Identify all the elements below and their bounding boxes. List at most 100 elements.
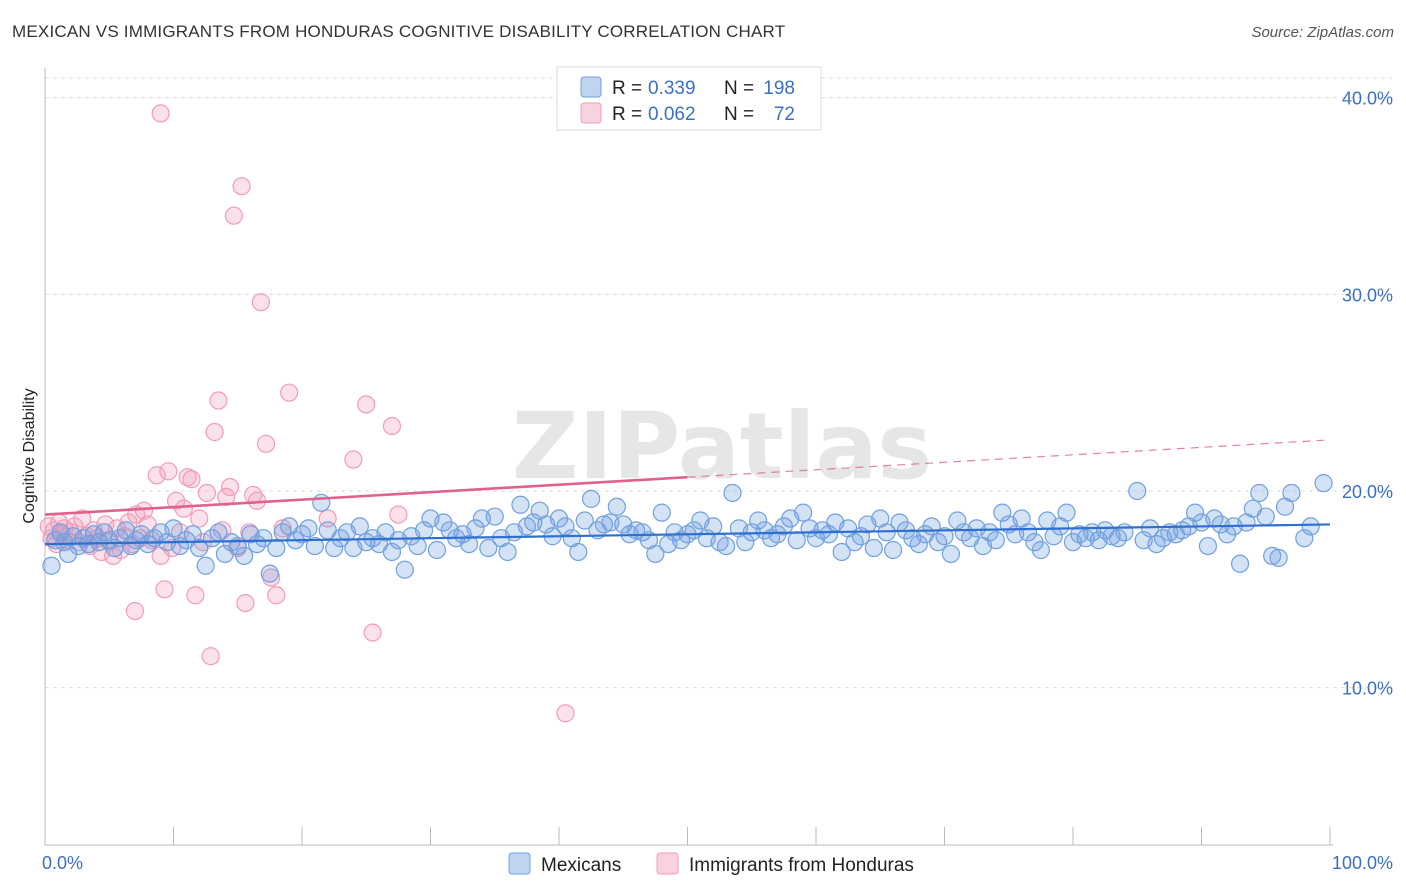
legend-n-value-mexicans: 198 [763, 78, 795, 99]
mexicans-point-46 [312, 493, 331, 512]
honduras-point-52 [232, 177, 251, 196]
mexicans-point-198 [1301, 517, 1320, 536]
mexicans-point-28 [196, 556, 215, 575]
mexicans-point-44 [299, 519, 318, 538]
mexicans-point-145 [948, 511, 967, 530]
mexicans-point-27 [190, 538, 209, 558]
legend-r-label-mexicans: R = [612, 78, 642, 99]
y-tick-labels: 10.0% 20.0% 30.0% 40.0% [1342, 89, 1393, 699]
mexicans-point-183 [1198, 536, 1218, 556]
mexicans-point-61 [408, 536, 427, 556]
honduras-point-70 [389, 505, 408, 524]
mexicans-point-193 [1263, 546, 1282, 566]
honduras-point-64 [125, 601, 145, 621]
mexicans-point-139 [909, 534, 928, 554]
mexicans-point-114 [749, 511, 768, 530]
bottom-legend-swatch-mexicans [508, 852, 531, 875]
honduras-point-11 [73, 509, 92, 528]
mexicans-point-57 [382, 542, 402, 562]
trend-line-mexicans [44, 523, 1331, 546]
mexicans-point-98 [646, 544, 665, 564]
y-tick-label-20: 20.0% [1342, 482, 1393, 502]
honduras-point-44 [201, 647, 220, 666]
x-tick-label-min: 0.0% [42, 853, 83, 873]
honduras-point-57 [251, 293, 270, 312]
honduras-point-46 [209, 391, 228, 410]
honduras-point-45 [205, 422, 224, 442]
trend-line-honduras-extension [687, 439, 1331, 478]
mexicans-point-199 [1314, 474, 1333, 493]
mexicans-point-152 [993, 503, 1012, 522]
mexicans-point-127 [832, 542, 851, 562]
honduras-point-50 [224, 206, 243, 225]
honduras-point-63 [151, 104, 170, 123]
mexicans-point-88 [582, 489, 601, 508]
legend-swatch-honduras [580, 102, 602, 124]
y-tick-label-30: 30.0% [1342, 285, 1393, 305]
honduras-point-39 [182, 470, 201, 489]
mexicans-point-92 [607, 497, 626, 516]
mexicans-point-72 [479, 538, 498, 558]
mexicans-point-64 [427, 540, 447, 560]
mexicans-point-171 [1115, 523, 1134, 542]
trend-lines [44, 439, 1331, 546]
chart-title: MEXICAN VS IMMIGRANTS FROM HONDURAS COGN… [12, 22, 786, 41]
mexicans-point-188 [1230, 554, 1250, 573]
honduras-point-43 [197, 483, 217, 503]
mexicans-point-45 [305, 536, 324, 556]
mexicans-point-109 [716, 536, 736, 556]
legend-series: Mexicans Immigrants from Honduras [508, 852, 914, 876]
mexicans-point-158 [1031, 540, 1050, 560]
honduras-point-58 [256, 434, 276, 453]
mexicans-point-3 [55, 533, 74, 552]
mexicans-point-194 [1269, 548, 1288, 567]
mexicans-point-197 [1295, 529, 1314, 548]
mexicans-point-38 [260, 564, 279, 583]
mexicans-point-87 [575, 511, 594, 530]
bottom-legend-swatch-honduras [656, 852, 679, 875]
honduras-point-40 [186, 586, 205, 605]
mexicans-point-99 [652, 503, 671, 522]
mexicans-point-181 [1185, 503, 1205, 522]
trend-line-honduras [44, 475, 688, 516]
honduras-point-48 [217, 487, 236, 506]
legend-r-label-honduras: R = [612, 104, 642, 125]
bottom-legend-label-honduras: Immigrants from Honduras [689, 855, 914, 876]
mexicans-point-125 [819, 525, 838, 544]
mexicans-point-84 [556, 517, 575, 536]
y-tick-label-40: 40.0% [1342, 89, 1393, 109]
honduras-point-49 [220, 477, 240, 497]
x-tick-label-max: 100.0% [1332, 853, 1393, 873]
mexicans-point-17 [127, 531, 146, 550]
mexicans-point-34 [235, 546, 254, 566]
mexicans-point-196 [1282, 483, 1301, 503]
series-mexicans [42, 474, 1333, 583]
mexicans-point-172 [1128, 481, 1147, 501]
y-axis-title: Cognitive Disability [21, 388, 38, 523]
mexicans-point-37 [254, 529, 273, 548]
mexicans-point-69 [459, 534, 479, 554]
mexicans-point-191 [1250, 483, 1269, 503]
mexicans-point-90 [594, 515, 614, 534]
honduras-point-30 [147, 466, 166, 485]
honduras-point-41 [190, 509, 209, 528]
mexicans-point-75 [498, 542, 517, 562]
mexicans-point-132 [864, 538, 883, 558]
mexicans-point-144 [941, 544, 961, 564]
honduras-point-68 [363, 623, 382, 642]
mexicans-point-143 [935, 527, 954, 546]
honduras-point-27 [134, 501, 154, 520]
mexicans-point-192 [1256, 507, 1275, 526]
honduras-point-69 [382, 417, 402, 436]
honduras-point-60 [267, 586, 286, 605]
series-immigrants-from-honduras [39, 104, 575, 723]
legend-n-label-mexicans: N = [724, 78, 754, 99]
axes [44, 68, 1333, 846]
mexicans-point-73 [485, 507, 504, 526]
honduras-point-33 [159, 462, 178, 481]
honduras-point-61 [273, 519, 292, 538]
mexicans-point-59 [395, 560, 414, 579]
mexicans-point-0 [42, 556, 61, 575]
mexicans-point-121 [794, 503, 813, 522]
honduras-point-67 [357, 395, 376, 414]
